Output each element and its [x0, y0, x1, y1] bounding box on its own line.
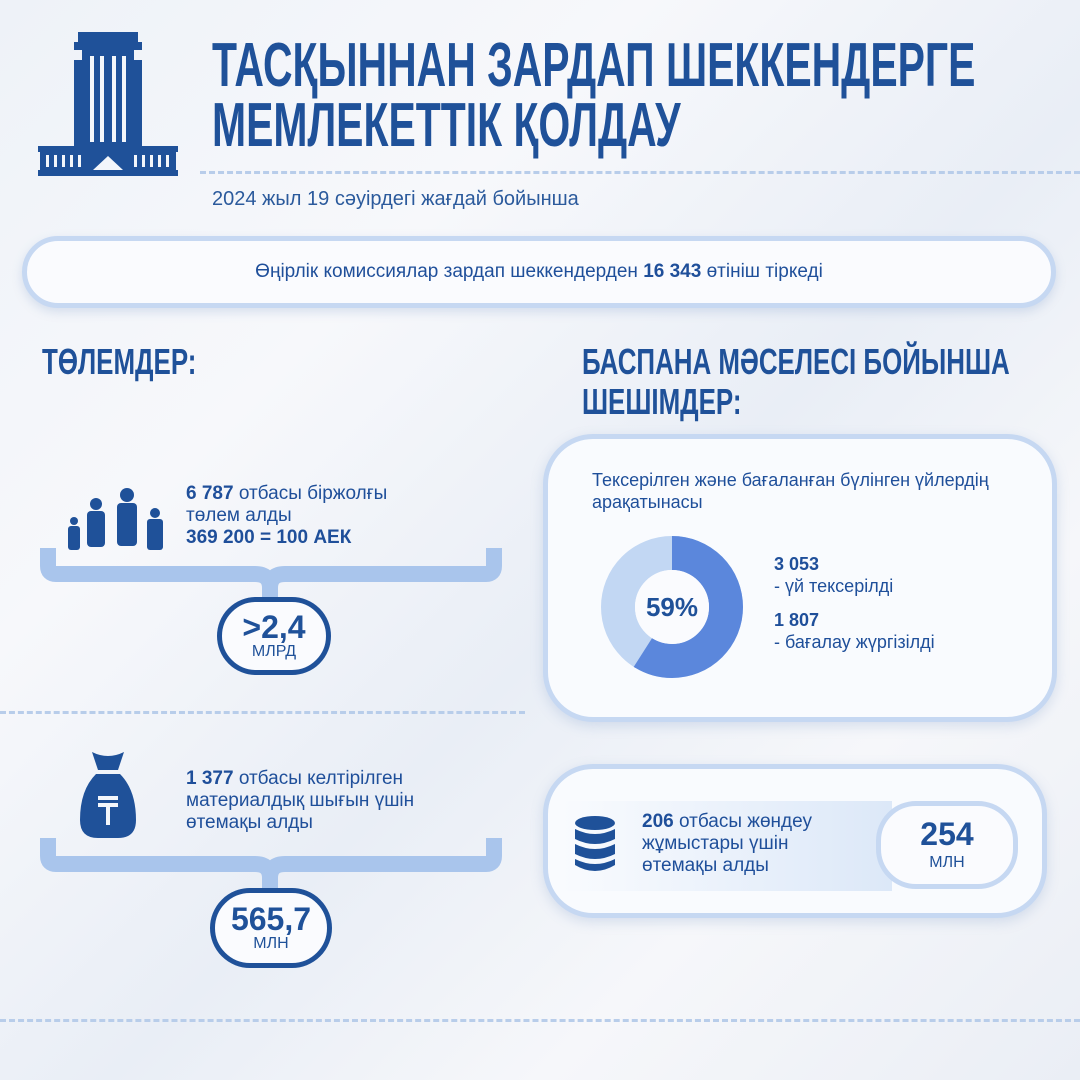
houses-inspected-label: - үй тексерілді	[774, 576, 894, 596]
repair-total-badge: 254 МЛН	[876, 801, 1018, 889]
chart-title: Тексерілген және бағаланған бүлінген үйл…	[592, 470, 989, 512]
tenge-money-bag-icon	[80, 752, 136, 838]
donut-percent-label: 59%	[645, 592, 699, 622]
banner-number: 16 343	[643, 261, 702, 282]
badge-unit: МЛН	[253, 935, 289, 952]
houses-assessed-label: - бағалау жүргізілді	[774, 632, 935, 652]
family-count: 6 787	[186, 483, 234, 504]
payment-item-2-text: 1 377 отбасы келтірілген материалдық шығ…	[186, 768, 414, 834]
houses-assessed-value: 1 807	[774, 610, 820, 630]
payment-total-badge-1: >2,4 МЛРД	[217, 597, 331, 675]
family-count: 206	[642, 811, 674, 832]
chart-stats: 3 053 - үй тексерілді 1 807 - бағалау жү…	[774, 553, 935, 653]
page-title-line2: МЕМЛЕКЕТТІК ҚОЛДАУ	[212, 91, 681, 160]
badge-value: 565,7	[230, 901, 312, 937]
badge-unit: МЛРД	[251, 643, 297, 660]
donut-chart	[601, 536, 743, 678]
repair-band	[562, 801, 892, 891]
family-icon	[68, 488, 163, 550]
housing-heading-line2: ШЕШІМДЕР:	[582, 381, 742, 422]
repair-compensation-card: 206 отбасы жөндеу жұмыстары үшін өтемақы…	[543, 764, 1047, 918]
payments-heading: ТӨЛЕМДЕР:	[42, 341, 197, 382]
badge-unit: МЛН	[929, 854, 965, 871]
payment-item-1-text: 6 787 отбасы біржолғы төлем алды 369 200…	[186, 483, 387, 549]
badge-value: 254	[920, 816, 974, 852]
text: жұмыстары үшін	[642, 833, 789, 854]
banner-text: Өңірлік комиссиялар зардап шеккендерден	[255, 261, 644, 282]
applications-banner: Өңірлік комиссиялар зардап шеккендерден …	[22, 236, 1056, 308]
text: отбасы жөндеу	[673, 811, 812, 832]
page-title-line1: ТАСҚЫННАН ЗАРДАП ШЕККЕНДЕРГЕ	[212, 31, 976, 100]
text: өтемақы алды	[186, 812, 313, 833]
banner-text-end: өтініш тіркеді	[701, 261, 823, 282]
family-count: 1 377	[186, 768, 234, 789]
repair-text: 206 отбасы жөндеу жұмыстары үшін өтемақы…	[642, 811, 812, 877]
divider	[0, 1019, 1080, 1022]
brace-1	[40, 548, 502, 600]
payment-amount: 369 200 = 100 АЕК	[186, 527, 352, 548]
divider	[0, 711, 525, 714]
text: өтемақы алды	[642, 855, 769, 876]
donut-filled-segment	[601, 536, 743, 678]
government-building-icon	[38, 32, 178, 176]
payment-total-badge-2: 565,7 МЛН	[210, 888, 332, 968]
brace-2	[40, 838, 502, 890]
text: отбасы біржолғы	[233, 483, 388, 504]
divider	[200, 171, 1080, 174]
housing-heading-line1: БАСПАНА МӘСЕЛЕСІ БОЙЫНША	[582, 341, 1010, 382]
houses-inspected-value: 3 053	[774, 554, 820, 574]
subtitle: 2024 жыл 19 сәуірдегі жағдай бойынша	[212, 188, 579, 210]
coin-stack-icon	[575, 816, 615, 871]
badge-value: >2,4	[242, 609, 306, 645]
text: төлем алды	[186, 505, 292, 526]
houses-ratio-card: Тексерілген және бағаланған бүлінген үйл…	[543, 434, 1057, 722]
text: отбасы келтірілген	[233, 768, 404, 789]
text: материалдық шығын үшін	[186, 790, 415, 811]
